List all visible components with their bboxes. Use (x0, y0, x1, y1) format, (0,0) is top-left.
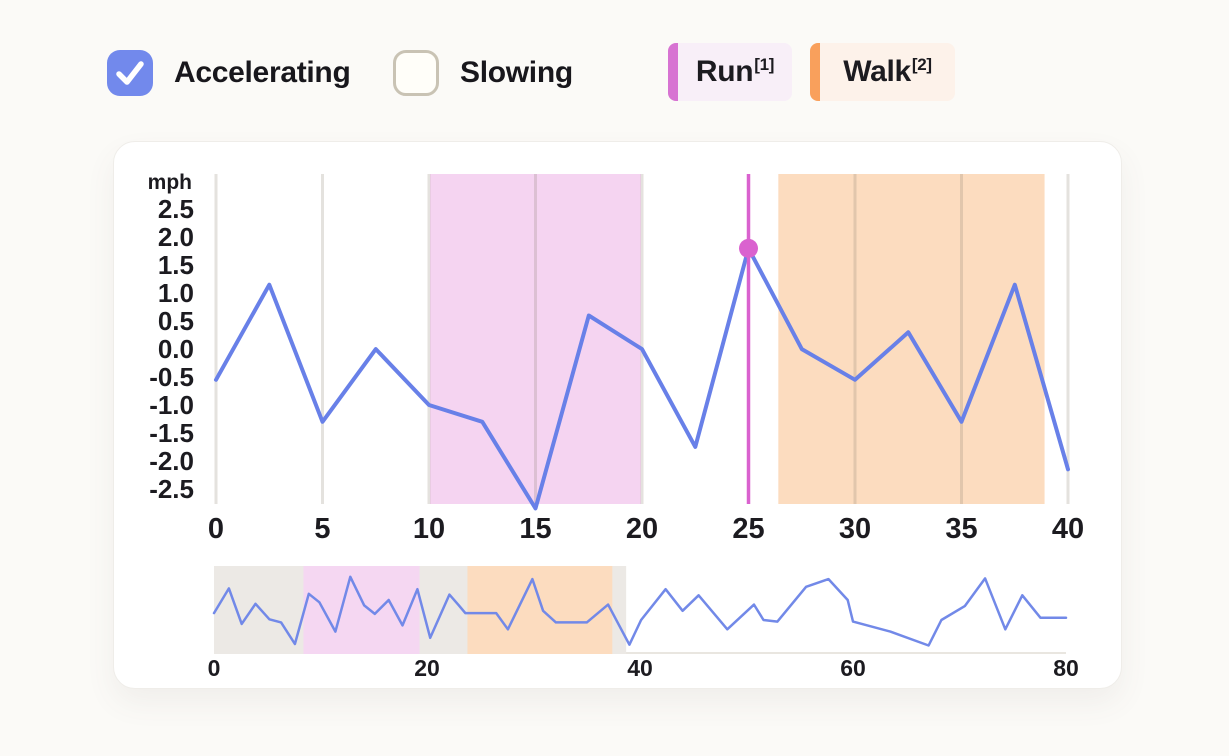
walk-legend-text: Walk[2] (833, 55, 932, 89)
y-tick-label: -2.5 (149, 474, 194, 504)
legend-run[interactable]: Run[1] (668, 43, 792, 101)
accelerating-checkbox[interactable] (107, 50, 153, 96)
accelerating-label[interactable]: Accelerating (174, 56, 351, 89)
run-region-overview (303, 566, 420, 654)
controls-bar: Accelerating Slowing Run[1] Walk[2] (0, 0, 1229, 130)
speed-chart[interactable]: mph2.52.01.51.00.50.0-0.5-1.0-1.5-2.0-2.… (114, 142, 1123, 690)
run-accent-bar (668, 43, 678, 101)
chart-card: mph 2.5 2.0 1.5 1.0 0.5 0.0 -0.5 -1.0 -1.5 -2.0 -2.… (113, 141, 1122, 689)
checkbox-accelerating[interactable]: Accelerating (107, 50, 351, 96)
y-tick-label: -2.0 (149, 446, 194, 476)
legend-walk[interactable]: Walk[2] (810, 43, 955, 101)
x-tick-label: 25 (732, 513, 764, 545)
x-tick-label: 35 (945, 513, 977, 545)
x-tick-label: 40 (1052, 513, 1084, 545)
y-tick-label: 0.5 (158, 306, 194, 336)
x-tick-label: 30 (839, 513, 871, 545)
run-legend-text: Run[1] (686, 55, 775, 89)
speed-line-main (214, 246, 1070, 511)
y-tick-label: -0.5 (149, 362, 194, 392)
y-tick-label: 2.0 (158, 222, 194, 252)
overview-tick-label: 60 (840, 655, 866, 681)
y-tick-label: -1.5 (149, 418, 194, 448)
x-tick-label: 20 (626, 513, 658, 545)
x-tick-label: 15 (519, 513, 551, 545)
x-tick-label: 0 (208, 513, 224, 545)
y-tick-label: -1.0 (149, 390, 194, 420)
overview-tick-label: 80 (1053, 655, 1079, 681)
x-tick-label: 10 (413, 513, 445, 545)
y-tick-label: 1.0 (158, 278, 194, 308)
y-axis-unit-label: mph (148, 171, 192, 194)
slowing-checkbox[interactable] (393, 50, 439, 96)
run-label: Run (695, 55, 754, 88)
walk-accent-bar (810, 43, 820, 101)
marker-dot[interactable] (739, 238, 758, 258)
y-tick-label: 1.5 (158, 250, 194, 280)
y-tick-label: 2.5 (158, 194, 194, 224)
overview-tick-label: 20 (414, 655, 440, 681)
x-tick-label: 5 (314, 513, 330, 545)
walk-label: Walk (843, 55, 911, 88)
check-icon (116, 61, 144, 85)
overview-tick-label: 40 (627, 655, 653, 681)
walk-region-overview (467, 566, 613, 654)
walk-superscript: [2] (911, 55, 932, 74)
run-region-main (430, 174, 641, 504)
checkbox-slowing[interactable]: Slowing (393, 50, 573, 96)
speed-line-overview (212, 575, 1068, 647)
y-tick-label: 0.0 (158, 334, 194, 364)
run-superscript: [1] (754, 55, 775, 74)
slowing-label[interactable]: Slowing (460, 56, 573, 89)
overview-tick-label: 0 (208, 655, 221, 681)
